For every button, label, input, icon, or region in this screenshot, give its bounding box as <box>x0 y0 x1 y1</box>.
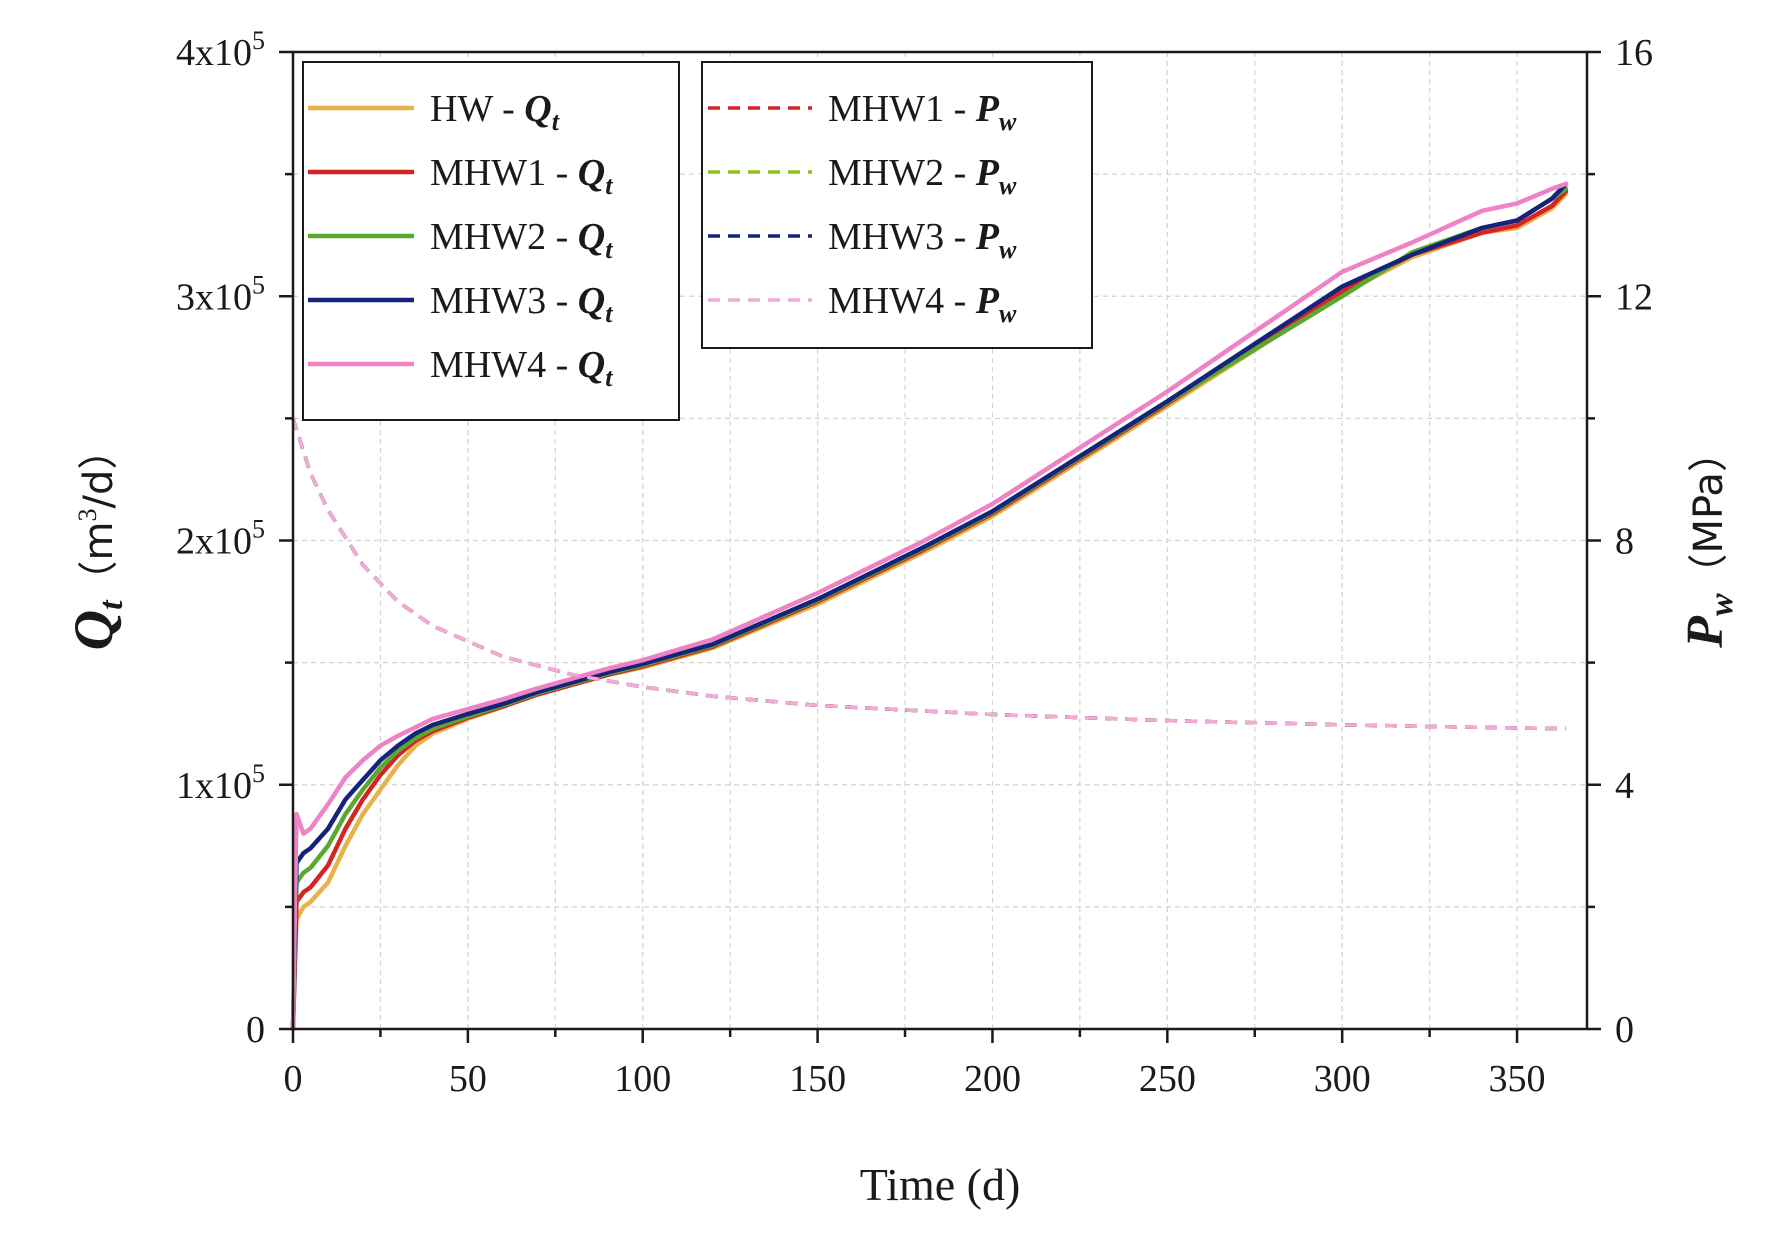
legend-series-name: MHW1 <box>430 152 546 194</box>
legend-separator: - <box>944 88 976 130</box>
series-line-mhw1-pw <box>291 417 1567 731</box>
y-left-tick-label: 3x105 <box>176 270 265 318</box>
legend-separator: - <box>944 280 976 322</box>
legend-label: MHW4 - Pw <box>828 280 1017 328</box>
tick-layer: 0 50 100 150 200 250 300 35001x1052x1053x1054x1… <box>176 26 1653 1100</box>
y-left-tick-exponent: 5 <box>252 270 265 299</box>
legend-box <box>701 61 1093 349</box>
y-left-title-symbol: Q <box>63 610 125 650</box>
legend-quantity-sub: t <box>605 363 613 392</box>
x-axis-title: Time (d) <box>860 1159 1021 1210</box>
y-left-tick-base: 0 <box>246 1009 265 1051</box>
y-left-tick-label: 4x105 <box>176 26 265 74</box>
y-left-tick-label: 1x105 <box>176 759 265 807</box>
legend-label: MHW3 - Qt <box>430 280 613 328</box>
y-left-title-subscript: t <box>93 599 130 610</box>
legend-quantity-sub: w <box>999 171 1017 200</box>
legend-quantity: P <box>975 216 1000 258</box>
legend-quantity-sub: w <box>999 107 1017 136</box>
legend-series-name: MHW2 <box>828 152 944 194</box>
x-tick-label: 100 <box>614 1058 671 1100</box>
y-left-title-unit-sup: 3 <box>73 509 102 522</box>
x-tick-label: 250 <box>1139 1058 1196 1100</box>
legend-quantity: Q <box>578 216 605 258</box>
legend-series-name: HW <box>430 88 493 130</box>
legend-quantity-sub: w <box>999 235 1017 264</box>
y-left-title-unit: （m <box>76 522 122 601</box>
legend-label: MHW2 - Pw <box>828 152 1017 200</box>
series-line-mhw2-pw <box>291 417 1567 731</box>
y-right-axis-title: Pw（MPa） <box>1677 432 1740 649</box>
y-right-tick-label: 16 <box>1615 32 1653 74</box>
legend-series-name: MHW3 <box>430 280 546 322</box>
y-right-title-subscript: w <box>1703 593 1740 616</box>
legend-label: MHW4 - Qt <box>430 344 613 392</box>
x-tick-label: 300 <box>1314 1058 1371 1100</box>
legend-label: HW - Qt <box>430 88 560 136</box>
y-left-tick-exponent: 5 <box>252 759 265 788</box>
legend-series-name: MHW2 <box>430 216 546 258</box>
y-left-tick-label: 0 <box>246 1009 265 1051</box>
y-right-tick-label: 0 <box>1615 1009 1634 1051</box>
legend-quantity-sub: t <box>605 235 613 264</box>
legend-quantity-sub: w <box>999 299 1017 328</box>
y-right-title-symbol: P <box>1677 615 1734 649</box>
legend-quantity-sub: t <box>605 171 613 200</box>
series-layer <box>290 181 1569 1032</box>
legend-separator: - <box>493 88 525 130</box>
legend-separator: - <box>546 216 578 258</box>
legend-label: MHW1 - Pw <box>828 88 1017 136</box>
x-tick-label: 150 <box>789 1058 846 1100</box>
x-tick-label: 50 <box>449 1058 487 1100</box>
legend-quantity: P <box>975 152 1000 194</box>
series-line-mhw4-qt <box>290 181 1569 1032</box>
legend-quantity: Q <box>524 88 551 130</box>
y-left-tick-base: 4x10 <box>176 32 252 74</box>
legend-separator: - <box>546 152 578 194</box>
legend-label: MHW2 - Qt <box>430 216 613 264</box>
legend-quantity: Q <box>578 344 605 386</box>
legend-quantity: Q <box>578 152 605 194</box>
legend-quantity: Q <box>578 280 605 322</box>
y-right-tick-label: 4 <box>1615 765 1634 807</box>
x-tick-label: 200 <box>964 1058 1021 1100</box>
y-right-tick-label: 12 <box>1615 276 1653 318</box>
legend-separator: - <box>546 344 578 386</box>
legend-separator: - <box>944 216 976 258</box>
x-tick-label: 0 <box>284 1058 303 1100</box>
y-right-title-unit: （MPa） <box>1686 432 1732 593</box>
legend-series-name: MHW3 <box>828 216 944 258</box>
y-left-tick-base: 3x10 <box>176 276 252 318</box>
legend-series-name: MHW4 <box>430 344 546 386</box>
legend-quantity-sub: t <box>605 299 613 328</box>
legend-separator: - <box>944 152 976 194</box>
legend-box <box>302 61 680 421</box>
y-left-tick-exponent: 5 <box>252 26 265 55</box>
series-line-mhw4-pw <box>291 417 1567 731</box>
legend-quantity: P <box>975 88 1000 130</box>
legend-separator: - <box>546 280 578 322</box>
y-left-tick-label: 2x105 <box>176 515 265 563</box>
axis-titles: Time (d) Qt（m3/d） Pw（MPa） <box>63 430 1740 1210</box>
y-left-tick-base: 2x10 <box>176 521 252 563</box>
legend-label: MHW1 - Qt <box>430 152 613 200</box>
y-right-tick-label: 8 <box>1615 521 1634 563</box>
series-line-mhw3-qt <box>290 181 1569 1032</box>
legend-label: MHW3 - Pw <box>828 216 1017 264</box>
x-tick-label: 350 <box>1489 1058 1546 1100</box>
legend-series-name: MHW4 <box>828 280 944 322</box>
y-left-tick-base: 1x10 <box>176 765 252 807</box>
y-left-tick-exponent: 5 <box>252 515 265 544</box>
series-line-mhw3-pw <box>291 417 1567 731</box>
y-left-title-unit-suffix: /d） <box>76 430 122 509</box>
y-left-axis-title: Qt（m3/d） <box>63 430 130 651</box>
legend-quantity: P <box>975 280 1000 322</box>
legend-series-name: MHW1 <box>828 88 944 130</box>
legend-quantity-sub: t <box>552 107 560 136</box>
